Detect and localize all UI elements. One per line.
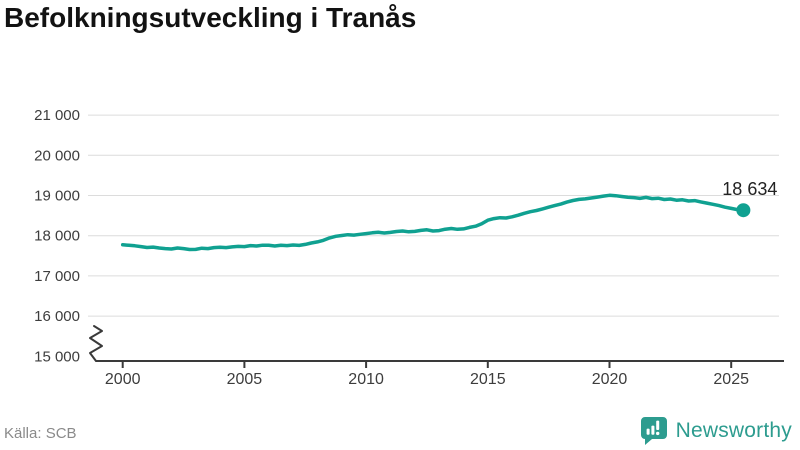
y-axis-tick-label: 19 000: [34, 188, 80, 205]
brand-name: Newsworthy: [675, 418, 792, 442]
x-axis-tick-label: 2015: [470, 371, 506, 388]
last-value-label: 18 634: [722, 179, 777, 199]
axis-break-icon: [89, 325, 103, 362]
y-axis-tick-label: 21 000: [34, 107, 80, 124]
source-label: Källa: SCB: [4, 425, 77, 442]
last-value-marker: [736, 203, 751, 218]
newsworthy-logo[interactable]: Newsworthy: [639, 416, 792, 445]
chart-title: Befolkningsutveckling i Tranås: [4, 2, 417, 33]
x-axis-tick-label: 2025: [713, 371, 749, 388]
y-axis-tick-label: 17 000: [34, 268, 80, 285]
x-axis-tick-label: 2000: [105, 371, 141, 388]
x-axis-tick-label: 2020: [592, 371, 628, 388]
y-axis-tick-label: 16 000: [34, 308, 80, 325]
bar-chart-speech-bubble-icon: [640, 417, 667, 445]
population-line-series: [120, 193, 746, 252]
y-axis-tick-label: 18 000: [34, 228, 80, 245]
x-axis-tick-label: 2010: [348, 371, 384, 388]
y-axis-tick-label: 20 000: [34, 147, 80, 164]
y-axis-tick-label: 15 000: [34, 348, 80, 365]
x-axis-tick-label: 2005: [227, 371, 263, 388]
